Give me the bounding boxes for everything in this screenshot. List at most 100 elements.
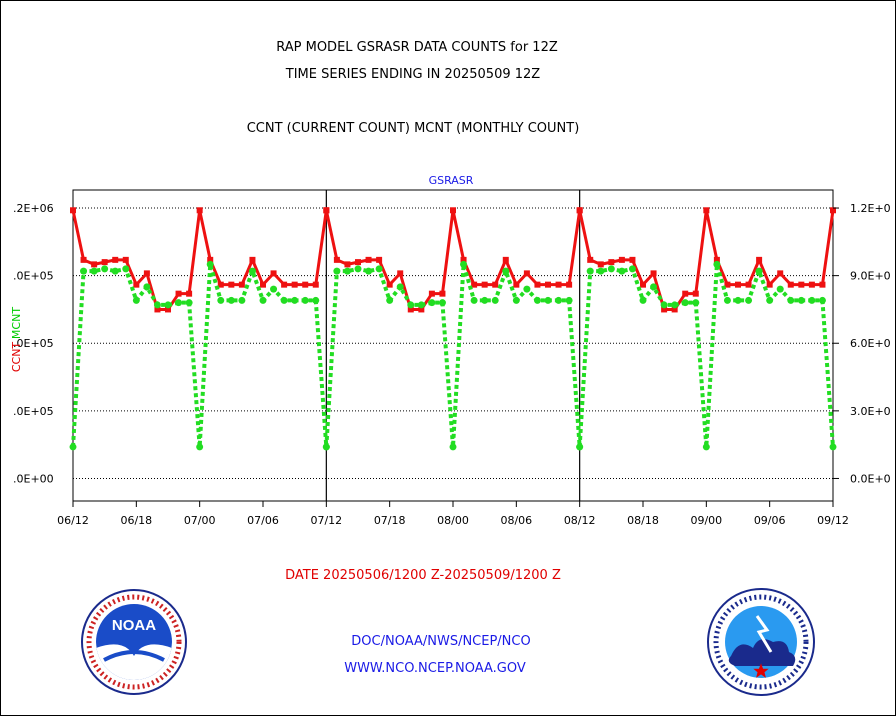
point-mcnt <box>470 296 478 304</box>
series-line-mcnt <box>577 262 835 449</box>
point-mcnt <box>354 265 362 273</box>
point-mcnt <box>650 283 658 291</box>
point-ccnt <box>703 207 710 214</box>
point-ccnt <box>397 270 404 277</box>
x-tick-label: 07/06 <box>247 514 279 527</box>
point-mcnt <box>333 267 341 275</box>
x-tick-label: 08/06 <box>500 514 532 527</box>
org-text: DOC/NOAA/NWS/NCEP/NCO <box>351 634 530 649</box>
point-ccnt <box>671 306 678 313</box>
point-ccnt <box>217 281 224 288</box>
y-axis-left-ticks: .2E+06 .0E+05 .0E+05 .0E+05 .0E+00 <box>13 202 54 485</box>
point-mcnt <box>755 267 763 275</box>
point-mcnt <box>343 267 351 275</box>
date-range-text: DATE 20250506/1200 Z-20250509/1200 Z <box>285 568 561 583</box>
url-link[interactable]: WWW.NCO.NCEP.NOAA.GOV <box>344 661 526 676</box>
point-ccnt <box>439 290 446 297</box>
point-mcnt <box>407 301 415 309</box>
point-ccnt <box>80 256 87 263</box>
point-mcnt <box>206 260 214 268</box>
point-ccnt <box>576 207 583 214</box>
point-ccnt <box>186 290 193 297</box>
x-tick-label: 08/18 <box>627 514 659 527</box>
y-left-tick-label: .0E+05 <box>13 405 54 418</box>
point-ccnt <box>70 207 76 214</box>
point-mcnt <box>386 296 394 304</box>
point-mcnt <box>312 296 320 304</box>
noaa-logo: NOAA <box>81 589 187 695</box>
point-mcnt <box>438 299 446 307</box>
point-mcnt <box>291 296 299 304</box>
series-line-mcnt <box>71 262 329 449</box>
x-tick-label: 09/06 <box>754 514 786 527</box>
point-ccnt <box>682 290 689 297</box>
point-mcnt <box>639 296 647 304</box>
x-tick-label: 06/18 <box>120 514 152 527</box>
point-ccnt <box>260 281 266 288</box>
point-ccnt <box>165 306 171 313</box>
point-ccnt <box>175 290 182 297</box>
point-ccnt <box>481 281 488 288</box>
point-mcnt <box>766 296 774 304</box>
point-ccnt <box>122 256 129 263</box>
x-tick-label: 09/00 <box>690 514 722 527</box>
point-mcnt <box>533 296 541 304</box>
point-mcnt <box>607 265 615 273</box>
point-ccnt <box>555 281 562 288</box>
point-mcnt <box>259 296 267 304</box>
point-mcnt <box>502 267 510 275</box>
point-mcnt <box>101 265 109 273</box>
point-mcnt <box>818 296 826 304</box>
y-left-tick-label: .0E+00 <box>13 472 54 485</box>
point-ccnt <box>618 256 625 263</box>
point-ccnt <box>523 270 530 277</box>
point-ccnt <box>407 306 414 313</box>
point-ccnt <box>355 259 361 266</box>
point-ccnt <box>798 281 805 288</box>
x-tick-label: 08/00 <box>437 514 469 527</box>
point-ccnt <box>830 207 836 214</box>
point-ccnt <box>196 207 203 214</box>
point-ccnt <box>428 290 435 297</box>
point-ccnt <box>713 256 720 263</box>
point-ccnt <box>545 281 551 288</box>
point-ccnt <box>502 256 509 263</box>
y-right-tick-label: 3.0E+0 <box>850 405 891 418</box>
point-ccnt <box>291 281 298 288</box>
point-mcnt <box>164 301 172 309</box>
point-mcnt <box>69 443 77 451</box>
point-mcnt <box>723 296 731 304</box>
point-ccnt <box>376 256 383 263</box>
point-ccnt <box>692 290 699 297</box>
point-mcnt <box>322 443 330 451</box>
point-mcnt <box>280 296 288 304</box>
series-line-ccnt <box>71 208 328 311</box>
point-ccnt <box>302 281 309 288</box>
point-mcnt <box>734 296 742 304</box>
point-mcnt <box>787 296 795 304</box>
point-mcnt <box>217 296 225 304</box>
point-mcnt <box>122 265 130 273</box>
point-mcnt <box>196 443 204 451</box>
point-ccnt <box>587 256 594 263</box>
point-mcnt <box>185 299 193 307</box>
point-ccnt <box>808 281 815 288</box>
point-mcnt <box>175 299 183 307</box>
point-mcnt <box>660 301 668 309</box>
point-ccnt <box>629 256 636 263</box>
point-mcnt <box>80 267 88 275</box>
point-ccnt <box>756 256 763 263</box>
noaa-logo-text: NOAA <box>112 617 156 634</box>
y-left-tick-label: .0E+05 <box>13 337 54 350</box>
point-ccnt <box>460 256 467 263</box>
point-mcnt <box>460 260 468 268</box>
point-ccnt <box>640 281 646 288</box>
point-mcnt <box>90 267 98 275</box>
nws-logo <box>707 588 815 696</box>
point-mcnt <box>797 296 805 304</box>
point-mcnt <box>681 299 689 307</box>
point-mcnt <box>512 296 520 304</box>
point-mcnt <box>692 299 700 307</box>
point-mcnt <box>491 296 499 304</box>
point-ccnt <box>365 256 372 263</box>
